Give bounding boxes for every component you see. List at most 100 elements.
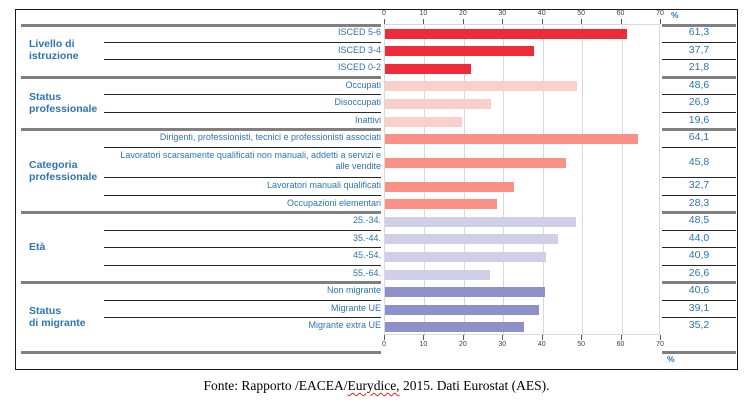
axis-tick-top [660,19,661,24]
row-label: Non migrante [326,285,381,296]
axis-tick-label-bottom: 40 [537,341,546,348]
row-value: 21,8 [688,61,710,74]
plot-area [384,24,660,336]
row-value: 40,6 [688,284,710,297]
group-label: Status di migrante [29,305,86,329]
percent-axis-label-bottom: % [667,354,675,364]
group-label-line: professionale [29,103,98,116]
row-separator [662,41,736,43]
row-label: 25.-34. [352,215,381,226]
row-value: 32,7 [688,178,710,191]
group-label: Livello di istruzione [29,38,79,62]
row-value: 28,3 [688,196,710,209]
axis-tick-top [423,19,425,24]
row-separator [662,264,736,266]
axis-tick-top [462,19,464,24]
row-separator [662,176,736,178]
row-label: Occupati [345,79,381,90]
group-separator [21,24,381,27]
row-separator [104,299,381,301]
axis-tick-label-top: 0 [382,10,386,17]
bar [385,157,566,168]
row-label: Inattivi [354,114,381,125]
axis-tick-bottom [502,335,504,340]
row-value: 61,3 [688,26,710,38]
row-label: 55.-64. [352,267,381,278]
caption-prefix: Fonte: Rapporto /EACEA/ [203,378,348,393]
group-label-line: Status [29,91,62,104]
table-bottom-line [21,351,381,354]
row-separator [104,59,381,61]
group-label-line: professionale [29,170,98,183]
group-separator [662,281,736,285]
axis-tick-label-top: 60 [616,10,625,17]
row-value: 26,9 [688,96,710,109]
table-bottom-line [662,351,736,354]
row-label: Migrante UE [330,302,381,313]
row-label: Lavoratori manuali qualificati [266,179,381,190]
row-label: 45.-54. [352,250,381,261]
row-separator [662,247,736,249]
axis-tick-bottom [541,335,543,340]
caption-spellcheck-word: Eurydice, [347,378,400,393]
row-label: ISCED 3-4 [337,44,381,55]
group-separator [21,281,381,285]
row-value: 39,1 [688,301,710,314]
row-separator [104,41,381,43]
row-label: Lavoratori scarsamente qualificati non m… [120,149,381,171]
bar [385,287,546,298]
chart-figure: % % 0 0 10 10 20 20 30 30 40 40 50 50 60 60 70 70 ISCED … [15,9,738,370]
row-label: 35.-44. [352,232,381,243]
gridline [542,25,544,336]
row-separator [662,194,736,196]
bar [385,269,490,280]
axis-tick-label-top: 70 [656,10,664,17]
group-label: Età [29,241,45,253]
row-separator [104,317,381,319]
bar [385,199,497,210]
row-label: Dirigenti, professionisti, tecnici e pro… [159,132,381,143]
bar [385,81,577,92]
row-separator [104,264,381,266]
row-label: Disoccupati [334,97,381,108]
axis-tick-top [384,19,385,24]
axis-tick-bottom [581,335,583,340]
row-label: Occupazioni elementari [286,197,381,208]
source-caption: Fonte: Rapporto /EACEA/Eurydice, 2015. D… [0,378,753,394]
group-label-line: di migrante [29,316,86,329]
gridline [424,25,426,336]
group-separator [21,75,381,79]
axis-tick-label-bottom: 0 [382,341,386,348]
row-separator [104,247,381,249]
row-value: 26,6 [688,266,710,279]
axis-tick-top [502,19,504,24]
row-separator [662,229,736,231]
group-label-line: Categoria [29,158,78,171]
row-separator [662,111,736,113]
row-separator [662,317,736,319]
row-separator [662,94,736,96]
row-separator [104,229,381,231]
bar [385,251,547,262]
axis-tick-bottom [384,335,385,340]
bar [385,46,534,57]
bar [385,134,638,145]
row-separator [662,146,736,148]
caption-suffix: 2015. Dati Eurostat (AES). [399,378,550,393]
axis-tick-label-top: 40 [537,10,546,17]
bar [385,99,492,110]
row-value: 48,6 [688,78,710,91]
row-label: Migrante extra UE [308,320,381,331]
group-separator [21,211,381,215]
group-label: Status professionale [29,91,97,115]
row-separator [104,111,381,113]
group-label-line: Status [29,304,62,317]
row-value: 40,9 [688,249,710,262]
axis-tick-top [581,19,583,24]
axis-tick-label-top: 10 [419,10,428,17]
axis-tick-top [620,19,622,24]
row-label: ISCED 5-6 [337,27,381,37]
axis-tick-bottom [423,335,425,340]
row-separator [662,59,736,61]
